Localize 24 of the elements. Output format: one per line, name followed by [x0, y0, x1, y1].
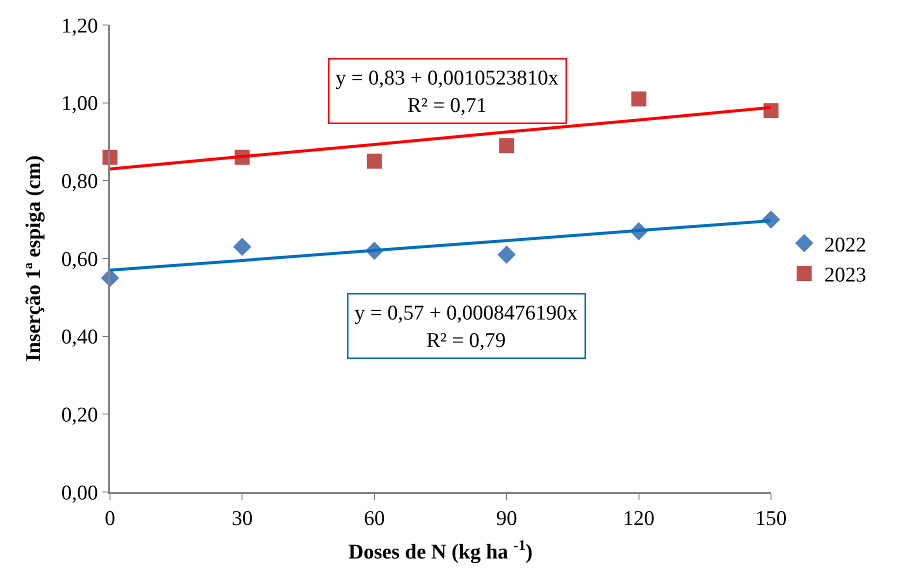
point: [499, 138, 514, 154]
point: [366, 154, 382, 169]
point: [233, 238, 252, 256]
x-tick-label: 30: [232, 506, 253, 530]
y-tick-label: 0,40: [61, 324, 98, 349]
annotation: y = 0,83 + 0,0010523810x R² = 0,71: [336, 66, 560, 117]
y-tick-label: 1,00: [61, 91, 98, 116]
x-tick-label: 90: [496, 506, 518, 530]
y-tick-label: 0,80: [61, 169, 98, 194]
point: [631, 91, 646, 106]
y-tick-label: 0,00: [61, 480, 98, 504]
point: [498, 246, 516, 264]
annotation: y = 0,57 + 0,0008476190x R² = 0,79: [354, 300, 578, 352]
legend-label: 2023: [824, 262, 866, 287]
x-axis-title: Doses de N (kg ha $^{-1}$): [348, 538, 533, 564]
y-tick-label: 0,60: [61, 246, 98, 271]
x-tick-label: 120: [623, 506, 655, 530]
x-tick-label: 60: [364, 506, 385, 530]
x-tick-label: 0: [104, 506, 116, 530]
y-tick-label: 1,20: [61, 13, 98, 38]
y-tick-label: 0,20: [61, 402, 98, 427]
y-axis-title: Inserção 1ª espiga (cm): [20, 155, 45, 362]
x-tick-label: 150: [755, 506, 787, 530]
legend-label: 2022: [824, 232, 866, 256]
